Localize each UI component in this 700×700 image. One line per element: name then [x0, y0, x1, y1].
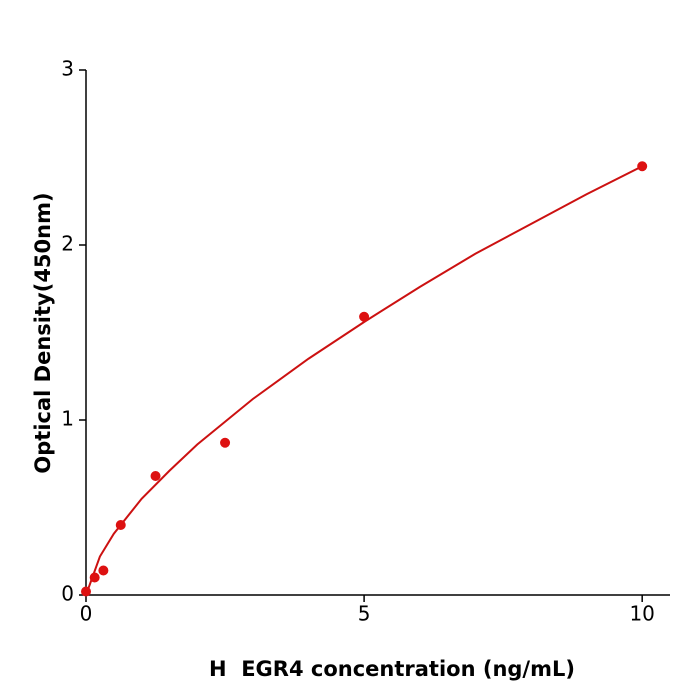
y-tick-label: 1: [61, 407, 74, 431]
data-point: [150, 471, 161, 481]
data-point: [81, 586, 91, 597]
y-tick-label: 0: [61, 582, 74, 606]
x-axis-label: H EGR4 concentration (ng/mL): [209, 657, 575, 681]
data-point: [220, 437, 231, 448]
data-point: [89, 572, 100, 583]
x-tick-label: 5: [358, 602, 371, 626]
y-axis-label: Optical Density(450nm): [31, 192, 55, 473]
x-tick-label: 0: [80, 602, 93, 626]
x-tick-label: 10: [629, 602, 654, 626]
y-tick-label: 3: [61, 57, 74, 81]
y-tick-label: 2: [61, 232, 74, 256]
data-point: [115, 520, 126, 530]
fit-curve: [85, 165, 643, 596]
data-point: [98, 565, 109, 576]
data-point: [359, 311, 370, 322]
data-point: [637, 161, 648, 172]
